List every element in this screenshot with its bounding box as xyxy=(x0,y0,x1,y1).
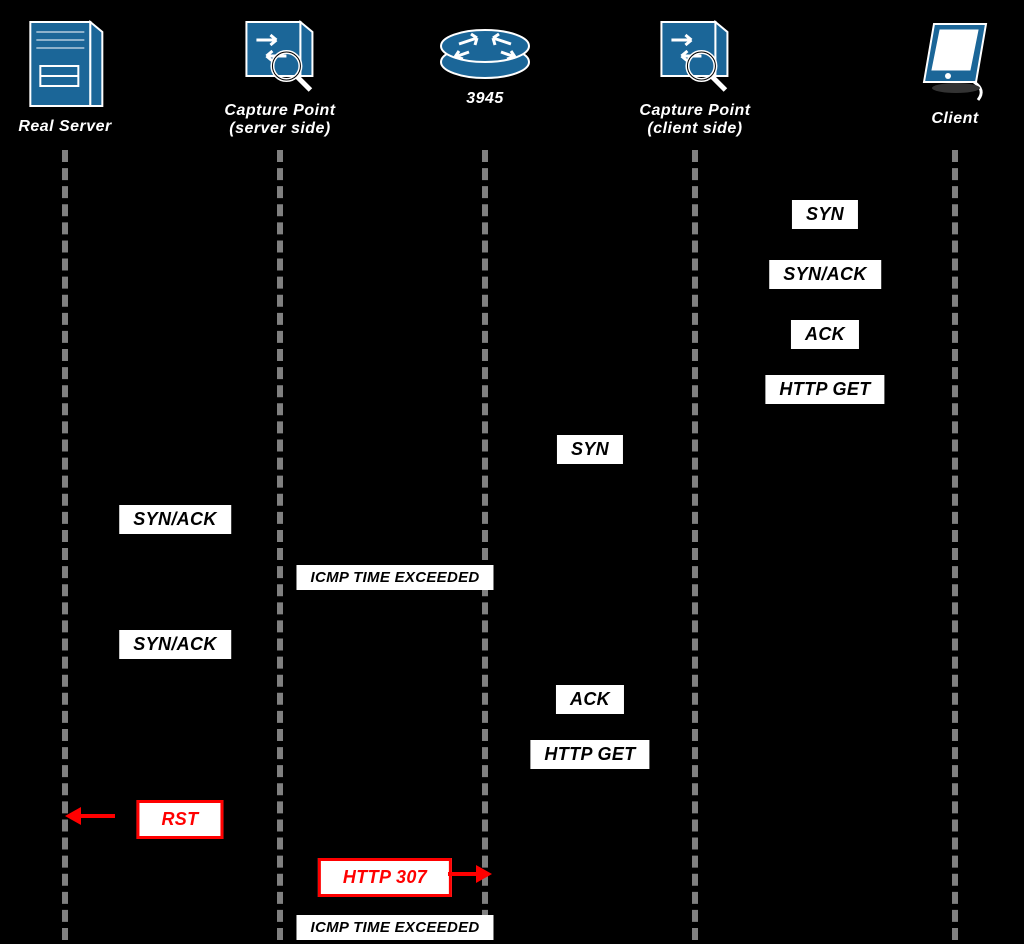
msg-4-syn: SYN xyxy=(557,435,623,464)
actor-server: Real Server xyxy=(18,18,111,136)
lifeline-client xyxy=(952,150,958,940)
actor-label-router: 3945 xyxy=(437,90,533,108)
lifeline-capsrv xyxy=(277,150,283,940)
msg-11-http-307: HTTP 307 xyxy=(318,858,452,897)
capture-icon xyxy=(657,18,733,94)
msg-10-rst: RST xyxy=(136,800,223,839)
msg-9-http-get: HTTP GET xyxy=(530,740,649,769)
capture-icon xyxy=(242,18,318,94)
actor-client: Client xyxy=(916,18,994,128)
lifeline-router xyxy=(482,150,488,940)
lifeline-capcli xyxy=(692,150,698,940)
actor-label-server: Real Server xyxy=(18,118,111,136)
msg-5-syn-ack: SYN/ACK xyxy=(119,505,231,534)
msg-0-syn: SYN xyxy=(792,200,858,229)
msg-3-http-get: HTTP GET xyxy=(765,375,884,404)
server-icon xyxy=(26,18,104,110)
actor-label-capcli: Capture Point (client side) xyxy=(639,102,750,138)
msg-6-icmp-time-exceeded: ICMP TIME EXCEEDED xyxy=(296,565,493,590)
client-device-icon xyxy=(916,18,994,102)
msg-8-ack: ACK xyxy=(556,685,624,714)
actor-label-client: Client xyxy=(916,110,994,128)
actor-capsrv: Capture Point (server side) xyxy=(224,18,335,138)
actor-router: 3945 xyxy=(437,18,533,108)
msg-1-syn-ack: SYN/ACK xyxy=(769,260,881,289)
msg-12-icmp-time-exceeded: ICMP TIME EXCEEDED xyxy=(296,915,493,940)
msg-7-syn-ack: SYN/ACK xyxy=(119,630,231,659)
actor-label-capsrv: Capture Point (server side) xyxy=(224,102,335,138)
actor-capcli: Capture Point (client side) xyxy=(639,18,750,138)
router-icon xyxy=(437,18,533,82)
msg-2-ack: ACK xyxy=(791,320,859,349)
